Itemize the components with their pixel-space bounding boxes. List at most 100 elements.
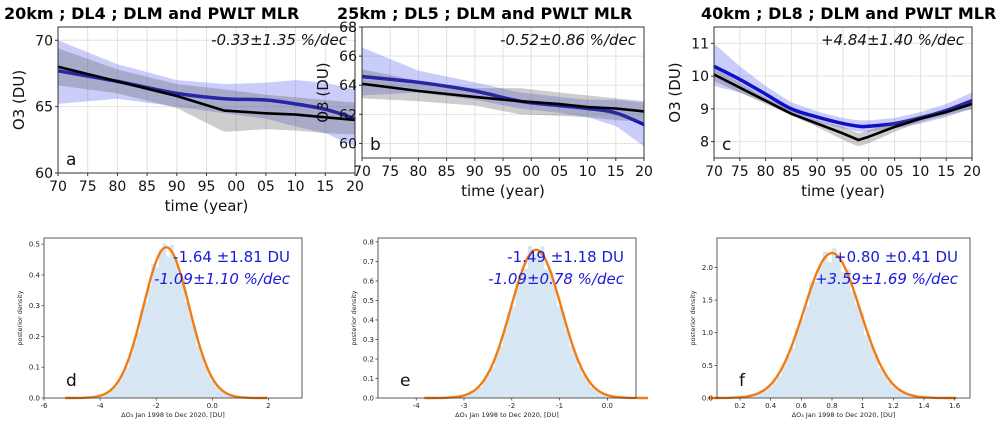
histogram-bar: [151, 263, 156, 398]
y-tick-label: 0.7: [363, 258, 374, 266]
histogram-bar: [905, 394, 911, 398]
histogram-bar: [170, 244, 174, 398]
histogram-bar: [859, 312, 865, 398]
y-axis-label: O3 (DU): [666, 62, 684, 122]
x-tick-label: 05: [550, 164, 568, 180]
histogram-bar: [229, 395, 234, 398]
histogram-bar: [155, 267, 159, 398]
delta-annotation: -1.49 ±1.18 DU: [507, 248, 624, 266]
y-tick-label: 0.1: [363, 375, 374, 383]
pwlt-trend-line: [57, 65, 356, 122]
panel-letter: f: [739, 371, 746, 391]
histogram-bar: [772, 380, 777, 398]
y-tick-label: 0.5: [29, 241, 40, 249]
histogram-bar: [560, 311, 566, 398]
x-axis-label: ΔO₃ Jan 1998 to Dec 2020, [DU]: [455, 411, 559, 419]
x-tick-label: 0.0: [207, 402, 218, 410]
histogram-bar: [110, 389, 114, 398]
histogram-bar: [873, 355, 878, 398]
histogram-bar: [136, 332, 141, 398]
histogram-bar: [474, 389, 479, 398]
histogram-bar: [577, 367, 582, 398]
panel-title: 20km ; DL4 ; DLM and PWLT MLR: [4, 4, 299, 23]
x-tick-label: 10: [287, 179, 305, 195]
histogram-bar: [498, 346, 504, 398]
x-tick-label: 1.2: [888, 402, 899, 410]
histogram-bar: [515, 281, 520, 398]
x-axis-label: time (year): [801, 182, 885, 200]
x-tick-label: 15: [607, 164, 625, 180]
pwlt-uncertainty-band: [714, 67, 972, 147]
y-tick-label: 0.8: [363, 238, 374, 246]
y-tick-label: 62: [339, 107, 357, 123]
x-tick-label: -3: [461, 402, 468, 410]
x-tick-label: 70: [705, 164, 723, 180]
histogram-bar: [490, 366, 495, 398]
histogram-bar: [503, 329, 508, 398]
histogram-bar: [910, 395, 915, 398]
x-tick-label: 0.0: [602, 402, 613, 410]
histogram-bar: [813, 281, 819, 398]
y-tick-label: 68: [339, 20, 357, 36]
x-tick-label: 20: [635, 164, 653, 180]
histogram-bar: [585, 380, 590, 398]
plot-frame: [43, 237, 303, 399]
histogram-bar: [519, 271, 524, 398]
y-tick-label: 1.5: [702, 297, 713, 305]
kde-curve: [65, 245, 268, 400]
histogram-bar: [218, 390, 223, 398]
histogram-bar: [147, 286, 152, 398]
histogram-bar: [606, 395, 611, 398]
panel-letter: e: [400, 371, 410, 391]
histogram-bar: [882, 373, 888, 398]
x-tick-label: 90: [466, 164, 484, 180]
plot-frame: [377, 237, 637, 399]
y-tick-label: 66: [339, 49, 357, 65]
x-tick-label: 1.4: [918, 402, 930, 410]
histogram-bar: [162, 243, 167, 398]
y-tick-label: 11: [691, 36, 709, 52]
histogram-bar: [855, 305, 860, 398]
y-tick-label: 0.5: [363, 297, 374, 305]
histogram-bar: [749, 395, 754, 398]
x-tick-label: 1: [860, 402, 864, 410]
delta-annotation: -1.64 ±1.81 DU: [173, 248, 290, 266]
histogram-bar: [211, 379, 215, 398]
histogram-bar: [841, 271, 846, 398]
histogram-bar: [196, 345, 200, 398]
y-tick-label: 10: [691, 69, 709, 85]
posterior-panel-f: 0.2 0.4 0.6 0.8 1 1.2 1.4 1.6 0.0 0.5 1.0 1.5 2.0 ΔO₃…: [689, 237, 971, 419]
histogram-bar: [896, 389, 901, 398]
trend-annotation: -1.09±1.10 %/dec: [154, 270, 291, 288]
timeseries-panel-a: 20km ; DL4 ; DLM and PWLT MLR 70 75 80 85 90 9…: [4, 4, 364, 215]
histogram-bar: [192, 325, 197, 398]
histogram-bar: [540, 246, 545, 398]
histogram-bar: [482, 380, 487, 398]
x-tick-label: 10: [911, 164, 929, 180]
histogram-bar: [478, 386, 483, 398]
histogram-bar: [836, 255, 842, 398]
x-axis-label: time (year): [165, 197, 249, 215]
histogram-bar: [602, 394, 607, 398]
histogram-bar: [804, 305, 809, 398]
histogram-bar: [868, 344, 874, 398]
histogram-bar: [781, 365, 786, 398]
trend-annotation: +3.59±1.69 %/dec: [815, 270, 959, 288]
x-tick-label: 90: [808, 164, 826, 180]
histogram-bar: [552, 282, 557, 398]
trend-annotation: -0.33±1.35 %/dec: [211, 31, 348, 49]
histogram-bar: [594, 389, 599, 398]
histogram-bar: [203, 364, 208, 398]
y-tick-label: 64: [339, 78, 357, 94]
histogram-bar: [125, 367, 129, 398]
x-tick-label: 95: [834, 164, 852, 180]
histogram-bar: [469, 392, 475, 398]
panel-letter: d: [66, 371, 77, 391]
x-axis-label: ΔO₃ Jan 1998 to Dec 2020, [DU]: [121, 411, 225, 419]
histogram-bar: [527, 245, 533, 398]
y-tick-label: 2.0: [702, 264, 713, 272]
histogram-bar: [799, 318, 805, 398]
histogram-bar: [536, 253, 541, 398]
panel-title: 25km ; DL5 ; DLM and PWLT MLR: [337, 4, 632, 23]
pwlt-trend-line: [713, 73, 973, 142]
